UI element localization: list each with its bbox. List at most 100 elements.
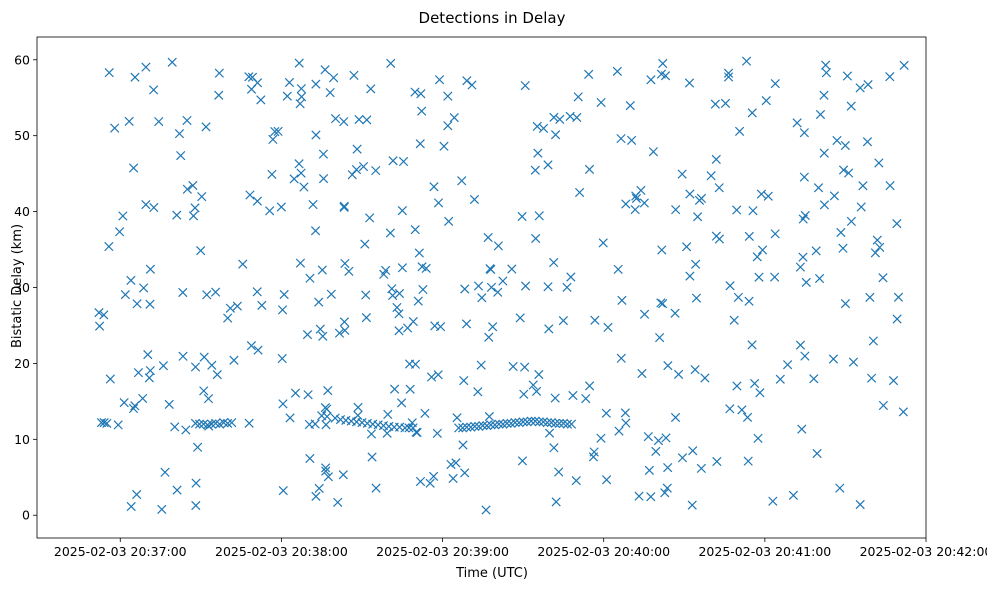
track-point: [534, 417, 544, 427]
track-point: [454, 423, 464, 433]
clutter-point: [133, 368, 144, 378]
clutter-point: [573, 92, 583, 102]
clutter-point: [481, 505, 491, 515]
clutter-point: [371, 165, 381, 176]
clutter-point: [188, 211, 199, 221]
clutter-point: [757, 245, 768, 255]
clutter-point: [247, 72, 258, 82]
clutter-point: [192, 442, 203, 452]
clutter-point: [603, 322, 613, 333]
y-axis-label: Bistatic Delay (km): [10, 224, 25, 348]
clutter-point: [311, 130, 321, 140]
clutter-point: [197, 191, 207, 202]
clutter-point: [202, 290, 212, 300]
clutter-point: [653, 436, 664, 446]
clutter-point: [568, 390, 578, 401]
clutter-point: [174, 129, 185, 139]
clutter-point: [320, 402, 331, 413]
clutter-point: [411, 427, 421, 437]
clutter-point: [244, 72, 254, 82]
clutter-point: [265, 206, 275, 216]
clutter-point: [120, 290, 130, 300]
clutter-point: [428, 471, 439, 481]
clutter-point: [658, 299, 668, 309]
clutter-point: [314, 483, 324, 493]
clutter-point: [566, 272, 576, 282]
clutter-point: [246, 341, 257, 351]
clutter-point: [334, 328, 345, 338]
track-point: [502, 418, 512, 429]
clutter-point: [888, 375, 899, 386]
clutter-point: [878, 273, 888, 283]
clutter-point: [273, 126, 283, 137]
clutter-point: [141, 200, 151, 210]
clutter-point: [821, 60, 831, 70]
clutter-point: [815, 109, 826, 120]
clutter-point: [684, 78, 695, 88]
clutter-point: [741, 56, 752, 66]
clutter-point: [154, 116, 164, 127]
clutter-point: [167, 57, 177, 67]
clutter-point: [626, 135, 637, 145]
clutter-point: [723, 72, 734, 82]
clutter-point: [782, 360, 793, 370]
clutter-point: [104, 68, 114, 78]
clutter-point: [318, 331, 328, 341]
clutter-point: [574, 187, 585, 198]
clutter-point: [276, 202, 286, 212]
clutter-point: [315, 324, 325, 334]
clutter-point: [681, 242, 692, 252]
clutter-point: [339, 201, 349, 211]
clutter-point: [809, 374, 819, 384]
clutter-point: [296, 168, 306, 178]
clutter-point: [126, 275, 136, 286]
track-point: [486, 420, 496, 430]
y-axis: 0 10 20 30 40 50 60: [14, 52, 37, 523]
clutter-point: [349, 70, 359, 80]
clutter-point: [534, 369, 544, 380]
clutter-point: [443, 121, 453, 131]
clutter-point: [763, 191, 773, 201]
clutter-point: [320, 65, 330, 75]
clutter-point: [571, 476, 581, 486]
clutter-point: [432, 428, 442, 438]
clutter-point: [768, 496, 778, 506]
clutter-point: [621, 418, 631, 428]
clutter-point: [459, 375, 469, 386]
clutter-point: [696, 193, 707, 204]
clutter-point: [318, 173, 329, 184]
clutter-point: [801, 277, 811, 287]
clutter-point: [677, 169, 687, 179]
clutter-point: [139, 283, 149, 293]
clutter-point: [361, 313, 372, 323]
clutter-point: [662, 483, 672, 493]
clutter-point: [449, 112, 459, 123]
clutter-point: [330, 114, 341, 124]
clutter-point: [663, 462, 673, 473]
clutter-point: [693, 212, 703, 222]
clutter-point: [289, 174, 299, 184]
plot-frame: [36, 36, 927, 539]
clutter-point: [723, 68, 734, 78]
clutter-point: [663, 360, 673, 371]
clutter-point: [685, 271, 695, 281]
clutter-point: [434, 75, 445, 85]
clutter-point: [543, 282, 553, 292]
clutter-point: [710, 99, 720, 109]
clutter-point: [893, 292, 904, 302]
clutter-point: [448, 473, 458, 484]
clutter-point: [104, 241, 114, 252]
clutter-point: [821, 68, 832, 78]
clutter-point: [326, 289, 336, 299]
clutter-point: [361, 290, 371, 300]
clutter-point: [333, 497, 343, 507]
clutter-point: [733, 292, 744, 302]
clutter-point: [651, 446, 661, 457]
clutter-point: [257, 300, 267, 310]
clutter-point: [413, 296, 423, 306]
clutter-point: [875, 242, 885, 252]
clutter-point: [720, 98, 731, 108]
clutter-point: [899, 60, 909, 70]
clutter-point: [601, 475, 612, 485]
clutter-point: [866, 373, 877, 383]
